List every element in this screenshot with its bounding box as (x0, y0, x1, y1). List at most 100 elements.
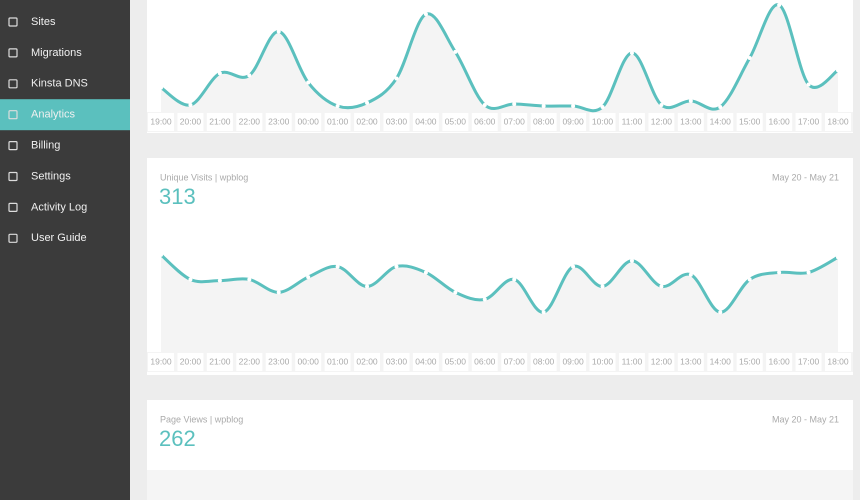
nav-item[interactable]: Analytics (31, 109, 76, 121)
hour-box (648, 353, 675, 371)
point (629, 50, 634, 55)
hour-box (707, 113, 734, 131)
point (541, 103, 546, 108)
hour-label: 19:00 (150, 356, 172, 366)
hour-box (177, 113, 204, 131)
hour-label: 06:00 (474, 356, 496, 366)
hour-box (412, 353, 439, 371)
hour-box (795, 113, 822, 131)
point (335, 103, 340, 108)
hour-box (383, 113, 410, 131)
hour-label: 16:00 (768, 356, 790, 366)
hour-box (295, 353, 322, 371)
hour-box (618, 353, 645, 371)
label-strip (147, 352, 853, 372)
hour-box (354, 113, 381, 131)
hour-box (265, 353, 292, 371)
point (365, 100, 370, 105)
label-strip (147, 112, 853, 132)
hour-label: 04:00 (415, 356, 437, 366)
hour-label: 15:00 (739, 116, 761, 126)
hour-label: 10:00 (592, 116, 614, 126)
hour-label: 21:00 (209, 116, 231, 126)
hour-box (501, 113, 528, 131)
hour-box (148, 113, 174, 131)
hour-label: 15:00 (739, 356, 761, 366)
hour-label: 17:00 (798, 116, 820, 126)
point (365, 284, 370, 289)
hour-box (206, 113, 233, 131)
nav-icon (8, 202, 18, 212)
point (453, 290, 458, 295)
point (306, 275, 311, 280)
hour-label: 08:00 (533, 356, 555, 366)
point (806, 82, 811, 87)
nav-item[interactable]: Sites (31, 16, 56, 28)
hour-box (383, 353, 410, 371)
hour-box (206, 353, 233, 371)
hour-label: 04:00 (415, 116, 437, 126)
hour-label: 18:00 (827, 116, 849, 126)
point (571, 103, 576, 108)
hour-label: 17:00 (798, 356, 820, 366)
point (276, 290, 281, 295)
hour-label: 03:00 (386, 356, 408, 366)
hour-box (736, 353, 763, 371)
point (453, 49, 458, 54)
point (247, 73, 252, 78)
hour-label: 18:00 (827, 356, 849, 366)
hour-label: 11:00 (622, 356, 643, 366)
nav-item[interactable]: Billing (31, 140, 60, 152)
point (247, 277, 252, 282)
point (482, 102, 487, 107)
hour-box (324, 353, 351, 371)
hour-box (530, 353, 557, 371)
nav-icon (8, 17, 18, 27)
point (394, 264, 399, 269)
hour-box (324, 113, 351, 131)
area (161, 254, 838, 352)
hour-label: 23:00 (268, 116, 290, 126)
point (423, 12, 428, 17)
nav-icon (8, 233, 18, 243)
point (836, 68, 840, 73)
hour-label: 16:00 (768, 116, 790, 126)
hour-label: 22:00 (239, 356, 261, 366)
point (777, 270, 782, 275)
nav-item[interactable]: Activity Log (31, 201, 87, 213)
hour-box (589, 113, 616, 131)
point (718, 105, 723, 109)
nav-item[interactable]: Kinsta DNS (31, 78, 88, 90)
point (159, 252, 163, 257)
hour-box (795, 353, 822, 371)
hour-label: 23:00 (268, 356, 290, 366)
point (688, 272, 693, 277)
hour-box (648, 113, 675, 131)
hour-label: 12:00 (651, 356, 673, 366)
panel-title: Unique Visits | wpblog (160, 172, 248, 182)
hour-box (677, 353, 704, 371)
point (188, 277, 193, 282)
nav-item[interactable]: Migrations (31, 47, 82, 59)
total: 313 (159, 184, 196, 209)
hour-label: 06:00 (474, 116, 496, 126)
hour-box (530, 113, 557, 131)
hour-label: 13:00 (680, 356, 702, 366)
nav-icon (8, 141, 18, 151)
hour-box (295, 113, 322, 131)
hour-label: 00:00 (298, 356, 320, 366)
point (482, 297, 487, 302)
hour-label: 01:00 (327, 356, 349, 366)
point (423, 270, 428, 275)
total: 262 (159, 426, 196, 451)
hour-label: 09:00 (562, 116, 584, 126)
hour-box (236, 113, 263, 131)
panel-title: Page Views | wpblog (160, 414, 243, 424)
point (629, 258, 634, 263)
nav-item[interactable]: Settings (31, 170, 71, 182)
hour-label: 05:00 (445, 116, 467, 126)
hour-box (618, 113, 645, 131)
hour-box (442, 353, 469, 371)
point (747, 277, 752, 282)
nav-item[interactable]: User Guide (31, 232, 87, 244)
